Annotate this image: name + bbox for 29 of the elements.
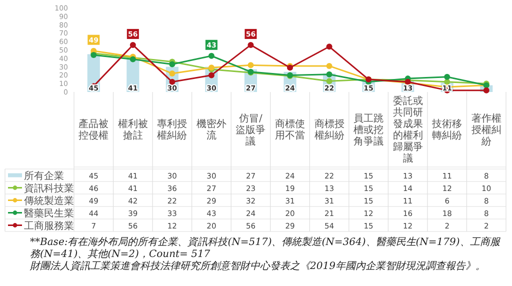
x-tick-label: 商標使用不當 bbox=[275, 118, 305, 142]
point bbox=[326, 44, 332, 50]
x-tick-label: 技術移轉糾紛 bbox=[431, 118, 462, 142]
x-tick-label: 機密外流 bbox=[196, 118, 226, 142]
point bbox=[326, 71, 332, 78]
x-tick-label: 商標授權糾紛 bbox=[314, 118, 344, 142]
point bbox=[444, 74, 450, 80]
legend-label: 醫藥民生業 bbox=[24, 207, 74, 220]
x-tick-label: 員工跳槽或挖角爭議 bbox=[354, 112, 384, 148]
point bbox=[248, 42, 254, 48]
point bbox=[169, 70, 176, 77]
legend-label: 傳統製造業 bbox=[24, 194, 74, 207]
x-tick-label: 產品被控侵權 bbox=[78, 118, 109, 142]
point bbox=[208, 72, 214, 78]
x-tick-label: 著作權授權糾紛 bbox=[471, 112, 502, 148]
point bbox=[208, 52, 214, 59]
legend-label: 工商服務業 bbox=[24, 220, 74, 232]
legend-label: 所有企業 bbox=[24, 170, 64, 182]
text: **Base:有在海外布局的所有企業、資訊科技(N=517)、傳統製造(N=364)、醫藥民生(N=179)、工商服務(N=41)、其他(N=2)，Count= 517 bbox=[30, 236, 502, 260]
point bbox=[248, 62, 254, 68]
point bbox=[326, 62, 332, 69]
point bbox=[130, 42, 136, 48]
legend-label: 資訊科技業 bbox=[24, 182, 74, 194]
x-tick-label: 仿冒/盜版爭議 bbox=[236, 112, 266, 148]
x-tick-label: 專利授權糾紛 bbox=[157, 118, 188, 142]
x-tick-label: 權利被搶註 bbox=[118, 118, 148, 142]
point bbox=[169, 61, 176, 68]
text: 財團法人資訊工業策進會科技法律研究所創意智財中心發表之《2019年國內企業智財現況調查報告》。 bbox=[30, 260, 486, 272]
x-tick-label: 委託或共同研發成果的權利歸屬爭議 bbox=[392, 95, 423, 164]
